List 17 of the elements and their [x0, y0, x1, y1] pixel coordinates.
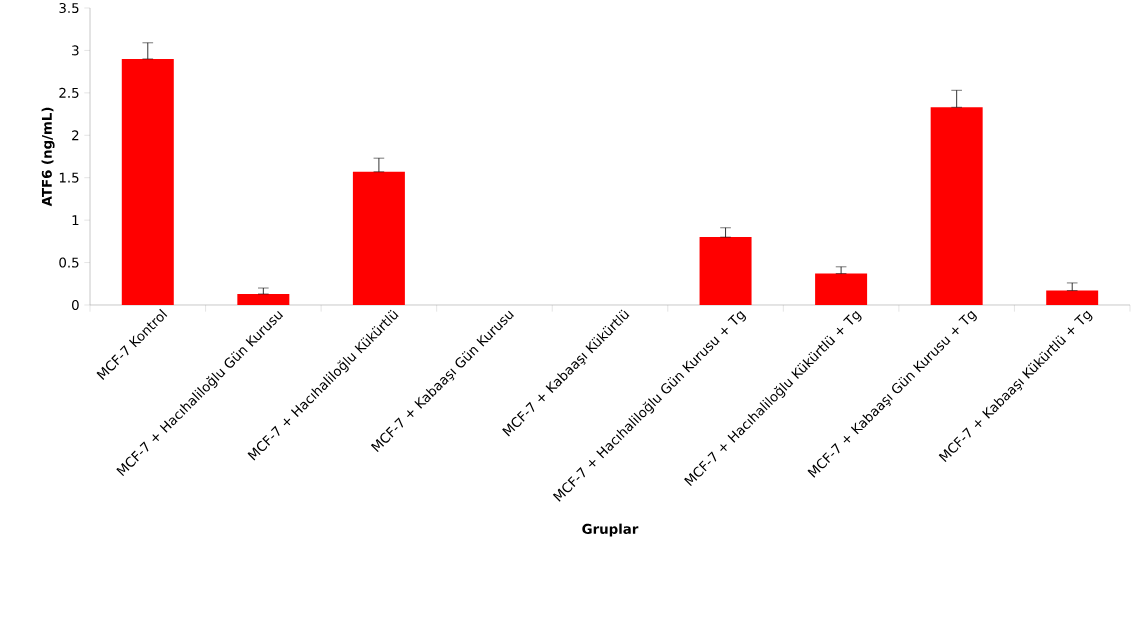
bar [1046, 290, 1099, 305]
y-tick-label: 3 [72, 45, 79, 56]
bar [930, 107, 983, 305]
x-axis-title: Gruplar [582, 523, 639, 537]
bar [237, 293, 290, 305]
bar [699, 237, 752, 305]
bar [815, 273, 868, 305]
y-tick-label: 3.5 [59, 2, 79, 14]
bar [121, 58, 174, 305]
y-tick-label: 0.5 [59, 257, 79, 268]
y-axis-title: ATF6 (ng/mL) [41, 107, 55, 207]
y-tick-label: 0 [72, 299, 79, 311]
y-tick-label: 2.5 [59, 87, 79, 98]
y-tick-label: 2 [72, 130, 79, 141]
bar [352, 171, 405, 305]
y-tick-label: 1.5 [59, 172, 79, 183]
y-tick-label: 1 [72, 215, 79, 225]
